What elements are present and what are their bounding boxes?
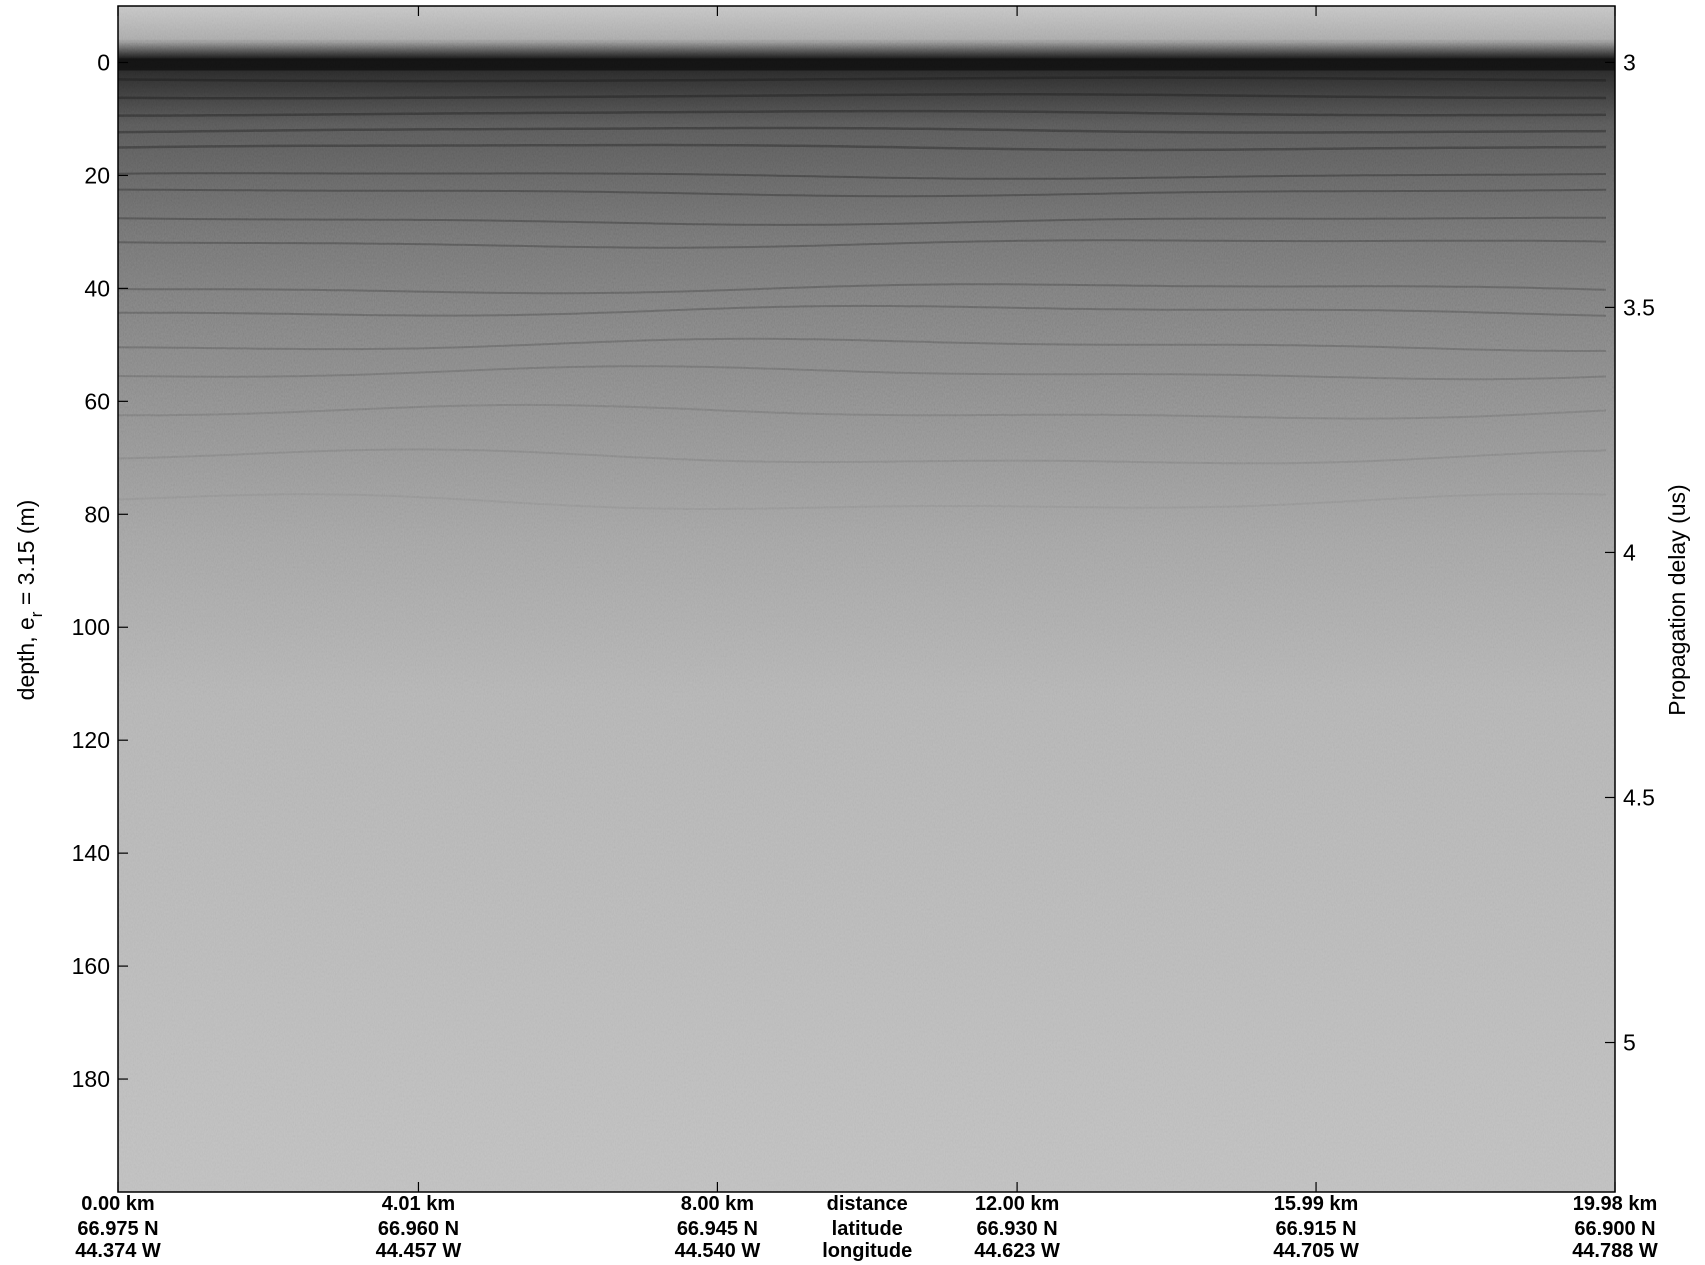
right-tick-label: 4.5 — [1623, 784, 1655, 810]
bottom-longitude-label: 44.705 W — [1273, 1240, 1359, 1262]
left-tick-label: 100 — [72, 614, 110, 640]
bottom-distance-label: 0.00 km — [81, 1193, 154, 1215]
left-tick-label: 120 — [72, 727, 110, 753]
bottom-latitude-label: 66.915 N — [1275, 1218, 1356, 1240]
left-tick-label: 180 — [72, 1066, 110, 1092]
bottom-longitude-label: 44.457 W — [376, 1240, 462, 1262]
left-axis-title: depth, er = 3.15 (m) — [13, 500, 46, 701]
bottom-row-header: longitude — [822, 1240, 912, 1262]
bottom-distance-label: 12.00 km — [975, 1193, 1060, 1215]
bottom-longitude-label: 44.623 W — [974, 1240, 1060, 1262]
bottom-longitude-label: 44.540 W — [675, 1240, 761, 1262]
bottom-distance-label: 19.98 km — [1573, 1193, 1658, 1215]
bottom-longitude-label: 44.788 W — [1572, 1240, 1658, 1262]
right-tick-label: 4 — [1623, 539, 1636, 565]
left-tick-label: 140 — [72, 840, 110, 866]
left-tick-label: 80 — [84, 501, 110, 527]
right-axis-title: Propagation delay (us) — [1664, 484, 1690, 715]
bottom-distance-label: 8.00 km — [681, 1193, 754, 1215]
bottom-row-header: distance — [827, 1193, 908, 1215]
bottom-distance-label: 4.01 km — [382, 1193, 455, 1215]
bottom-row-header: latitude — [832, 1218, 903, 1240]
right-tick-label: 5 — [1623, 1030, 1636, 1056]
bottom-latitude-label: 66.975 N — [77, 1218, 158, 1240]
radar-image — [118, 6, 1615, 1192]
left-tick-label: 40 — [84, 275, 110, 301]
left-tick-label: 0 — [97, 49, 110, 75]
bottom-longitude-label: 44.374 W — [75, 1240, 161, 1262]
speckle-noise — [118, 6, 1615, 1192]
left-tick-label: 60 — [84, 388, 110, 414]
bottom-latitude-label: 66.960 N — [378, 1218, 459, 1240]
bottom-latitude-label: 66.930 N — [977, 1218, 1058, 1240]
bottom-distance-label: 15.99 km — [1274, 1193, 1359, 1215]
left-tick-label: 160 — [72, 953, 110, 979]
right-tick-label: 3.5 — [1623, 294, 1655, 320]
left-tick-label: 20 — [84, 162, 110, 188]
bottom-latitude-label: 66.900 N — [1574, 1218, 1655, 1240]
bottom-latitude-label: 66.945 N — [677, 1218, 758, 1240]
right-tick-label: 3 — [1623, 49, 1636, 75]
